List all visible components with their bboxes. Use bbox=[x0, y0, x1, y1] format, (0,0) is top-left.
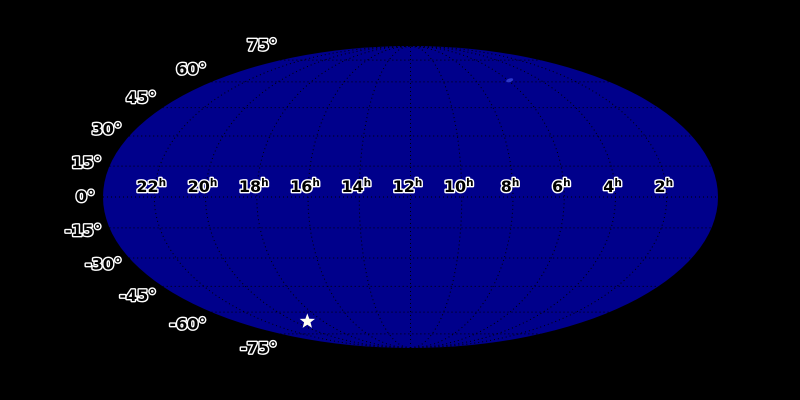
dec-tick-label-0: 0° bbox=[76, 187, 95, 206]
ra-tick-label-12h: 12h bbox=[393, 177, 423, 196]
ra-gridline-16h bbox=[307, 45, 411, 349]
dec-tick-label-15: 15° bbox=[71, 153, 101, 172]
dec-tick-label-75: 75° bbox=[247, 36, 277, 55]
sky-ellipse bbox=[103, 46, 718, 348]
ra-tick-label-20h: 20h bbox=[188, 177, 218, 196]
ra-tick-label-10h: 10h bbox=[444, 177, 474, 196]
dec-tick-label-30: 30° bbox=[92, 120, 122, 139]
ra-tick-label-22h: 22h bbox=[136, 177, 166, 196]
dec-tick-label--30: -30° bbox=[85, 254, 122, 273]
star-marker bbox=[299, 313, 315, 328]
dec-tick-label-60: 60° bbox=[176, 60, 206, 79]
ra-tick-label-16h: 16h bbox=[290, 177, 320, 196]
faint-source bbox=[506, 78, 514, 83]
ra-tick-label-4h: 4h bbox=[603, 177, 622, 196]
dec-tick-label-45: 45° bbox=[126, 88, 156, 107]
ra-tick-label-6h: 6h bbox=[552, 177, 571, 196]
ra-gridline-14h bbox=[358, 45, 411, 349]
ra-tick-label-2h: 2h bbox=[654, 177, 673, 196]
dec-tick-label--45: -45° bbox=[119, 286, 156, 305]
ra-tick-label-18h: 18h bbox=[239, 177, 269, 196]
ra-tick-label-8h: 8h bbox=[501, 177, 520, 196]
dec-tick-label--15: -15° bbox=[65, 221, 102, 240]
ra-gridline-8h bbox=[410, 45, 514, 349]
ra-gridline-10h bbox=[410, 45, 463, 349]
dec-tick-label--75: -75° bbox=[240, 338, 277, 357]
ra-tick-label-14h: 14h bbox=[341, 177, 371, 196]
dec-tick-label--60: -60° bbox=[169, 314, 206, 333]
